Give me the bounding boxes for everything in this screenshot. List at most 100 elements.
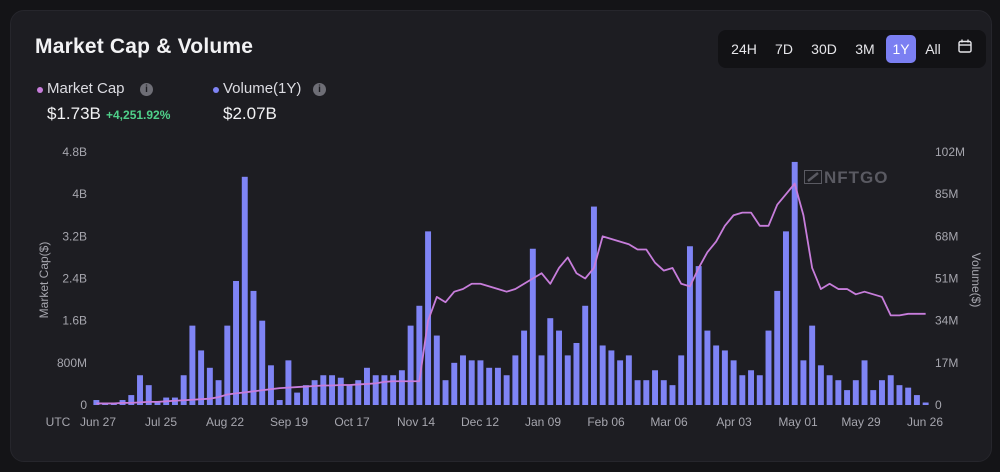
market-cap-info-icon[interactable]: i [140, 83, 153, 96]
volume-bar [695, 266, 702, 405]
time-range-selector: 24H 7D 30D 3M 1Y All [718, 30, 986, 68]
nftgo-watermark: NFTGO [803, 168, 889, 188]
range-30d-button[interactable]: 30D [811, 41, 837, 57]
volume-bar [128, 395, 135, 405]
volume-bar [887, 375, 894, 405]
right-axis-tick-label: 102M [935, 145, 965, 159]
volume-bar [634, 380, 641, 405]
market-cap-line [96, 182, 926, 405]
range-3m-button[interactable]: 3M [855, 41, 875, 57]
x-axis-tick-label: Jan 09 [525, 415, 561, 429]
volume-bar [198, 350, 205, 405]
volume-bar [233, 280, 239, 405]
volume-bar [730, 360, 737, 405]
volume-bar [442, 380, 449, 405]
volume-bar [137, 375, 143, 405]
volume-bar [145, 385, 152, 405]
volume-bar [608, 350, 615, 405]
volume-bar [713, 345, 720, 405]
volume-bar [529, 248, 536, 405]
volume-bar [390, 375, 397, 405]
volume-bar [739, 375, 746, 405]
volume-bar [704, 330, 711, 405]
volume-bar [617, 360, 624, 405]
left-axis-tick-label: 800M [57, 356, 87, 370]
volume-bar [870, 390, 877, 405]
volume-bar [294, 392, 301, 405]
calendar-icon[interactable] [958, 39, 972, 53]
chart-title: Market Cap & Volume [35, 35, 254, 58]
volume-bar [896, 385, 903, 405]
x-axis-tick-label: May 01 [778, 415, 818, 429]
volume-bar [879, 380, 885, 405]
volume-bar [573, 342, 580, 405]
volume-bar [302, 385, 309, 405]
volume-bar [756, 375, 763, 405]
volume-bar [381, 375, 388, 405]
volume-bar [241, 176, 248, 405]
volume-bar [503, 375, 510, 405]
market-cap-change: +4,251.92% [106, 108, 171, 122]
volume-bar [625, 355, 632, 405]
market-cap-value: $1.73B [47, 104, 101, 123]
left-axis-tick-label: 2.4B [62, 272, 87, 286]
x-axis-tick-label: UTC [46, 415, 71, 429]
volume-value: $2.07B [223, 104, 277, 123]
volume-bar [765, 330, 772, 405]
x-axis-tick-label: Jun 27 [80, 415, 116, 429]
volume-bar [538, 355, 545, 405]
watermark-text: NFTGO [824, 168, 889, 187]
right-axis-tick-label: 68M [935, 229, 958, 243]
volume-bar [564, 355, 571, 405]
volume-bar [154, 402, 161, 405]
right-axis-tick-label: 85M [935, 187, 958, 201]
volume-bar [433, 335, 440, 405]
volume-bar [206, 367, 213, 405]
x-axis-tick-label: Jun 26 [907, 415, 943, 429]
volume-bar [451, 362, 458, 405]
market-cap-legend-dot [37, 87, 43, 93]
range-7d-button[interactable]: 7D [775, 41, 793, 57]
volume-bar [774, 290, 781, 405]
volume-bar [285, 360, 292, 405]
x-axis-tick-label: Oct 17 [334, 415, 370, 429]
volume-bar [809, 325, 816, 405]
volume-bar [329, 375, 336, 405]
right-axis-tick-label: 17M [935, 356, 958, 370]
volume-legend-label: Volume(1Y) [223, 80, 302, 97]
range-all-button[interactable]: All [925, 41, 941, 57]
left-axis-tick-label: 1.6B [62, 314, 87, 328]
volume-bar [460, 355, 466, 405]
volume-bar [861, 360, 868, 405]
volume-bar [844, 390, 851, 405]
volume-bar [311, 380, 318, 405]
market-cap-legend-label: Market Cap [47, 80, 125, 97]
x-axis-tick-label: Jul 25 [145, 415, 177, 429]
volume-bar [826, 375, 833, 405]
volume-bar [320, 375, 327, 405]
volume-bar [660, 380, 667, 405]
x-axis-tick-label: Aug 22 [206, 415, 244, 429]
volume-bar [686, 246, 693, 405]
volume-bar [748, 370, 755, 405]
range-1y-button[interactable]: 1Y [886, 35, 916, 63]
volume-bar [494, 367, 501, 405]
volume-bar [407, 325, 414, 405]
volume-bar [276, 400, 283, 405]
left-axis-title: Market Cap($) [37, 242, 51, 319]
volume-bar [852, 380, 859, 405]
right-axis-tick-label: 51M [935, 272, 958, 286]
volume-bar [783, 231, 789, 405]
volume-bar [398, 370, 405, 405]
volume-bar [372, 375, 379, 405]
volume-bar [215, 380, 222, 405]
volume-bar [652, 370, 658, 405]
volume-bar [678, 355, 685, 405]
volume-legend-dot [213, 87, 219, 93]
volume-info-icon[interactable]: i [313, 83, 326, 96]
volume-bar [599, 345, 606, 405]
volume-bar [922, 402, 929, 405]
x-axis-tick-label: Apr 03 [716, 415, 752, 429]
range-24h-button[interactable]: 24H [731, 41, 757, 57]
left-axis-tick-label: 4.8B [62, 145, 87, 159]
